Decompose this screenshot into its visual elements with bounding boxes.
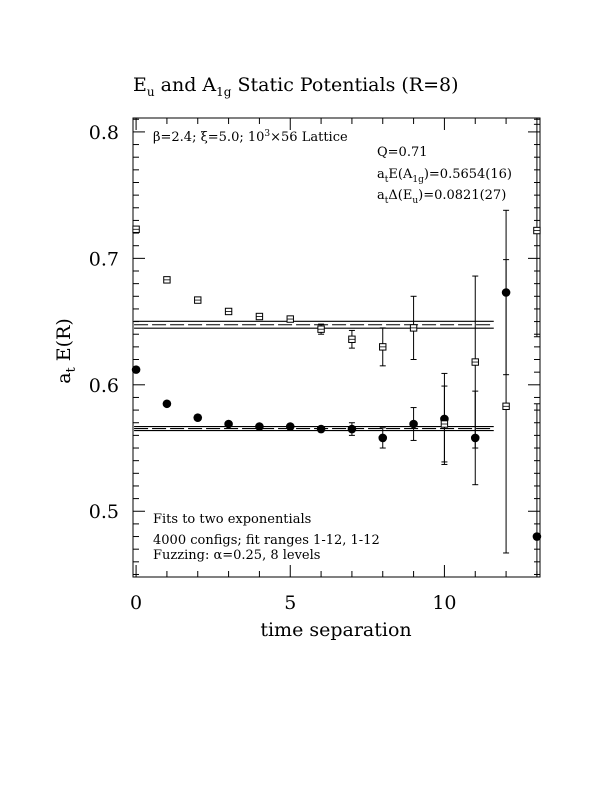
energy-a1g-annotation: atE(A1g)=0.5654(16) [377, 167, 512, 185]
data-point-a1g [378, 433, 388, 443]
data-point-a1g [409, 419, 418, 429]
series-eu [132, 123, 541, 554]
data-point-a1g [316, 424, 326, 434]
data-point-a1g [224, 419, 233, 429]
gap-eu-annotation: atΔ(Eu)=0.0821(27) [377, 188, 506, 206]
chart-title: Eu and A1g Static Potentials (R=8) [133, 74, 459, 99]
data-point-a1g [347, 424, 357, 434]
data-series [131, 123, 542, 578]
lattice-annotation: β=2.4; ξ=5.0; 103×56 Lattice [153, 129, 348, 145]
plot-frame [132, 117, 541, 578]
data-point-a1g [255, 422, 264, 431]
q-annotation: Q=0.71 [377, 145, 428, 160]
y-axis-label: at E(R) [53, 318, 79, 384]
data-point-a1g [532, 532, 542, 541]
data-point-a1g [285, 422, 295, 431]
y-tick-label: 0.7 [89, 248, 119, 270]
x-tick-label: 10 [432, 592, 456, 614]
y-tick-label: 0.8 [89, 122, 119, 144]
fits-note: Fits to two exponentials [153, 512, 311, 527]
y-tick-label: 0.5 [89, 501, 119, 523]
data-point-a1g [193, 413, 203, 422]
y-tick-label: 0.6 [89, 375, 119, 397]
data-point-a1g [131, 365, 141, 374]
x-tick-label: 0 [130, 592, 142, 614]
x-tick-label: 5 [284, 592, 296, 614]
fuzzing-note: Fuzzing: α=0.25, 8 levels [153, 548, 320, 563]
plot-border [132, 117, 541, 578]
axis-ticks: 0 5 10 0.5 0.6 0.7 0.8 [89, 118, 540, 614]
data-point-a1g [162, 399, 172, 409]
fit-bands [134, 320, 494, 432]
x-axis-label: time separation [260, 619, 411, 641]
configs-note: 4000 configs; fit ranges 1-12, 1-12 [153, 533, 380, 548]
